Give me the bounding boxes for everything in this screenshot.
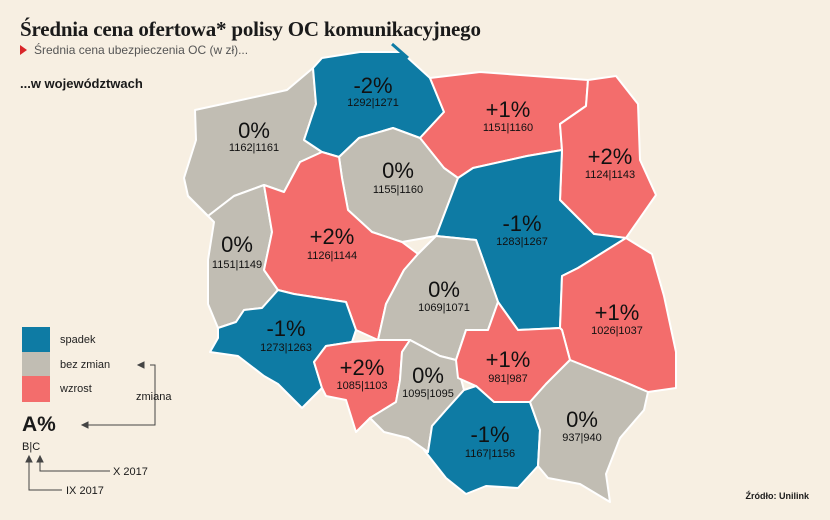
triangle-bullet-icon xyxy=(20,45,27,55)
pct-lubelskie: +1% xyxy=(595,300,640,325)
vals-zachodniopomorskie: 1162|1161 xyxy=(229,142,279,154)
key-zmiana-label: zmiana xyxy=(136,391,172,403)
pct-podkarpackie: 0% xyxy=(566,407,598,432)
key-values-label: B|C xyxy=(22,441,41,453)
vals-dolnoslaskie: 1273|1263 xyxy=(260,342,312,354)
region-podkarpackie xyxy=(529,359,649,503)
vals-mazowieckie: 1283|1267 xyxy=(496,236,548,248)
vals-swietokrzyskie: 981|987 xyxy=(488,373,528,385)
vals-malopolskie: 1167|1156 xyxy=(465,448,515,460)
vals-lubelskie: 1026|1037 xyxy=(591,325,643,337)
pct-swietokrzyskie: +1% xyxy=(486,347,531,372)
legend-label-spadek: spadek xyxy=(60,334,96,346)
vals-podlaskie: 1124|1143 xyxy=(585,169,635,181)
vals-warminsko-mazurskie: 1151|1160 xyxy=(483,122,533,134)
pct-dolnoslaskie: -1% xyxy=(266,316,305,341)
map-subtitle: Średnia cena ubezpieczenia OC (w zł)... xyxy=(20,43,248,57)
arrow-ix2017 xyxy=(25,454,33,463)
pct-mazowieckie: -1% xyxy=(502,211,541,236)
region-malopolskie xyxy=(423,385,541,495)
pct-wielkopolskie: +2% xyxy=(310,224,355,249)
legend-swatch-spadek xyxy=(22,327,50,353)
arrow-zmiana xyxy=(80,421,89,429)
vals-kujawsko-pomorskie: 1155|1160 xyxy=(373,184,423,196)
arrow-x2017 xyxy=(36,454,44,463)
pct-zachodniopomorskie: 0% xyxy=(238,118,270,143)
region-labels: 0% 1162|1161 -2% 1292|1271 +1% 1151|1160… xyxy=(212,73,643,460)
vals-podkarpackie: 937|940 xyxy=(562,432,602,444)
source-note: Źródło: Unilink xyxy=(745,491,810,501)
pct-lodzkie: 0% xyxy=(428,277,460,302)
pct-podlaskie: +2% xyxy=(588,144,633,169)
arrow-legend xyxy=(136,361,145,369)
vals-lubuskie: 1151|1149 xyxy=(212,259,262,271)
pct-pomorskie: -2% xyxy=(353,73,392,98)
pct-opolskie: +2% xyxy=(340,355,385,380)
subtitle-text: Średnia cena ubezpieczenia OC (w zł)... xyxy=(34,43,249,57)
legend-label-wzrost: wzrost xyxy=(60,383,92,395)
section-label: ...w województwach xyxy=(20,76,143,91)
key-x2017-label: X 2017 xyxy=(113,466,148,478)
pct-kujawsko-pomorskie: 0% xyxy=(382,158,414,183)
vals-opolskie: 1085|1103 xyxy=(337,380,388,392)
vals-slaskie: 1095|1095 xyxy=(402,388,454,400)
pct-malopolskie: -1% xyxy=(470,422,509,447)
vals-wielkopolskie: 1126|1144 xyxy=(307,250,357,262)
map-title: Średnia cena ofertowa* polisy OC komunik… xyxy=(20,17,481,41)
region-shapes xyxy=(183,42,677,503)
legend-label-bez-zmian: bez zmian xyxy=(60,359,111,371)
key-ix2017-label: IX 2017 xyxy=(66,485,104,497)
legend-swatch-bez-zmian xyxy=(22,352,50,378)
pct-slaskie: 0% xyxy=(412,363,444,388)
connector-zmiana xyxy=(82,364,156,426)
connector-x2017 xyxy=(39,458,110,472)
vals-lodzkie: 1069|1071 xyxy=(418,302,470,314)
vals-pomorskie: 1292|1271 xyxy=(347,97,399,109)
key-connectors xyxy=(25,361,156,491)
hel-peninsula xyxy=(391,42,409,60)
legend-swatch-wzrost xyxy=(22,376,50,402)
key-pct-label: A% xyxy=(22,413,56,436)
connector-ix2017 xyxy=(28,458,62,491)
pct-lubuskie: 0% xyxy=(221,232,253,257)
pct-warminsko-mazurskie: +1% xyxy=(486,97,531,122)
